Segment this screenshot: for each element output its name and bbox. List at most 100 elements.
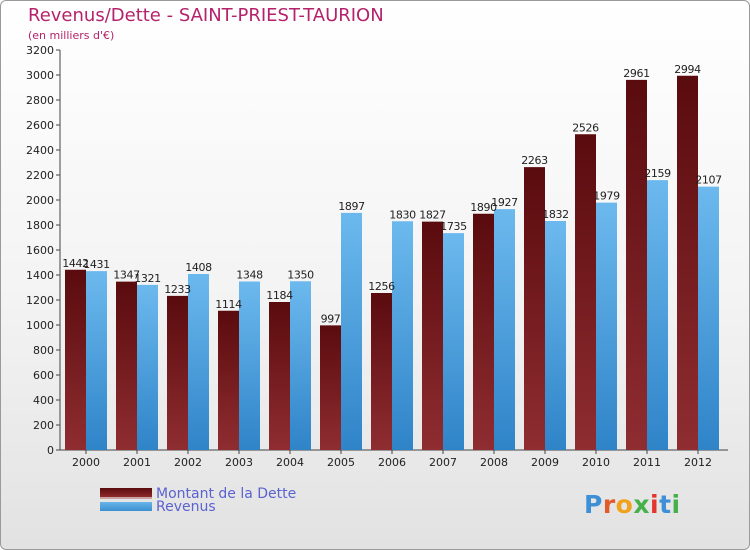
- data-label-revenus: 1348: [236, 269, 263, 282]
- bar-revenus: [86, 271, 107, 450]
- chart-subtitle: (en milliers d'€): [28, 29, 115, 42]
- bar-dette: [524, 167, 545, 450]
- x-tick-label: 2009: [531, 456, 559, 469]
- y-tick-label: 1200: [26, 294, 54, 307]
- x-tick-label: 2003: [225, 456, 253, 469]
- logo-letter: i: [650, 490, 660, 519]
- data-label-dette: 1890: [470, 201, 497, 214]
- y-tick-label: 2200: [26, 169, 54, 182]
- x-tick-label: 2001: [123, 456, 151, 469]
- data-label-revenus: 1830: [389, 208, 416, 221]
- x-tick-label: 2011: [633, 456, 661, 469]
- data-label-revenus: 1408: [185, 261, 212, 274]
- bar-revenus: [443, 233, 464, 450]
- x-tick-label: 2010: [582, 456, 610, 469]
- data-label-dette: 1827: [419, 209, 446, 222]
- y-tick-label: 2000: [26, 194, 54, 207]
- y-tick-label: 2600: [26, 119, 54, 132]
- x-tick-label: 2000: [72, 456, 100, 469]
- x-tick-label: 2008: [480, 456, 508, 469]
- data-label-dette: 997: [321, 312, 341, 325]
- data-label-dette: 2526: [572, 121, 599, 134]
- data-label-revenus: 1979: [593, 190, 620, 203]
- data-label-dette: 1442: [62, 257, 88, 270]
- bar-revenus: [239, 281, 260, 450]
- data-label-dette: 2994: [674, 63, 701, 76]
- logo-letter: t: [659, 490, 672, 519]
- y-tick-label: 1000: [26, 319, 54, 332]
- logo-letter: x: [633, 490, 650, 519]
- y-tick-label: 1600: [26, 244, 54, 257]
- y-tick-label: 200: [33, 419, 54, 432]
- y-tick-label: 600: [33, 369, 54, 382]
- bar-revenus: [290, 281, 311, 450]
- x-tick-label: 2006: [378, 456, 406, 469]
- bar-dette: [167, 295, 188, 450]
- data-label-revenus: 1431: [83, 258, 109, 271]
- data-label-revenus: 1321: [134, 272, 160, 285]
- proxiti-logo: Proxiti: [584, 490, 681, 519]
- x-tick-label: 2005: [327, 456, 355, 469]
- legend-label-revenus: Revenus: [156, 498, 216, 515]
- y-tick-label: 0: [47, 444, 54, 457]
- bar-revenus: [392, 221, 413, 450]
- chart-title: Revenus/Dette - SAINT-PRIEST-TAURION: [28, 5, 384, 26]
- bar-revenus: [188, 274, 209, 450]
- y-tick-label: 2400: [26, 144, 54, 157]
- data-label-revenus: 1735: [440, 220, 467, 233]
- y-tick-label: 2800: [26, 94, 54, 107]
- y-tick-label: 1800: [26, 219, 54, 232]
- bar-dette: [473, 213, 494, 450]
- y-tick-label: 400: [33, 394, 54, 407]
- bar-dette: [269, 302, 290, 450]
- bar-dette: [218, 310, 239, 450]
- bar-dette: [116, 281, 137, 450]
- legend-item-dette: Montant de la Dette: [100, 485, 297, 502]
- data-label-dette: 1114: [215, 298, 242, 311]
- data-label-dette: 1347: [113, 269, 140, 282]
- logo-letter: P: [584, 490, 603, 519]
- bar-revenus: [698, 186, 719, 450]
- bar-dette: [320, 325, 341, 450]
- legend-swatch-dette: [100, 488, 152, 499]
- bar-revenus: [545, 221, 566, 450]
- y-tick-label: 1400: [26, 269, 54, 282]
- legend-label-dette: Montant de la Dette: [156, 485, 297, 502]
- data-label-dette: 2263: [521, 154, 548, 167]
- data-label-revenus: 1350: [287, 268, 314, 281]
- logo-letter: r: [602, 490, 616, 519]
- bar-revenus: [137, 284, 158, 450]
- bar-revenus: [647, 180, 668, 450]
- legend-item-revenus: Revenus: [100, 498, 296, 515]
- x-tick-label: 2004: [276, 456, 304, 469]
- bar-dette: [65, 269, 86, 450]
- bar-revenus: [494, 209, 515, 450]
- bar-dette: [575, 134, 596, 450]
- bar-dette: [626, 79, 647, 450]
- bar-revenus: [341, 212, 362, 450]
- bar-revenus: [596, 202, 617, 450]
- x-tick-label: 2007: [429, 456, 457, 469]
- data-label-dette: 1233: [164, 283, 191, 296]
- chart-legend: Montant de la Dette Revenus: [100, 485, 297, 515]
- data-label-dette: 1184: [266, 289, 293, 302]
- data-label-dette: 2961: [623, 67, 649, 80]
- legend-swatch-revenus: [100, 502, 152, 511]
- data-label-revenus: 1897: [338, 200, 365, 213]
- logo-letter: o: [615, 490, 634, 519]
- y-tick-label: 800: [33, 344, 54, 357]
- data-label-revenus: 1927: [491, 196, 518, 209]
- logo-letter: i: [671, 490, 681, 519]
- bar-dette: [422, 221, 443, 450]
- bar-dette: [371, 293, 392, 450]
- bar-dette: [677, 75, 698, 450]
- data-label-revenus: 2159: [644, 167, 671, 180]
- y-tick-label: 3200: [26, 44, 54, 57]
- x-tick-label: 2002: [174, 456, 202, 469]
- data-label-revenus: 2107: [695, 174, 722, 187]
- x-tick-label: 2012: [684, 456, 712, 469]
- data-label-revenus: 1832: [542, 208, 568, 221]
- data-label-dette: 1256: [368, 280, 395, 293]
